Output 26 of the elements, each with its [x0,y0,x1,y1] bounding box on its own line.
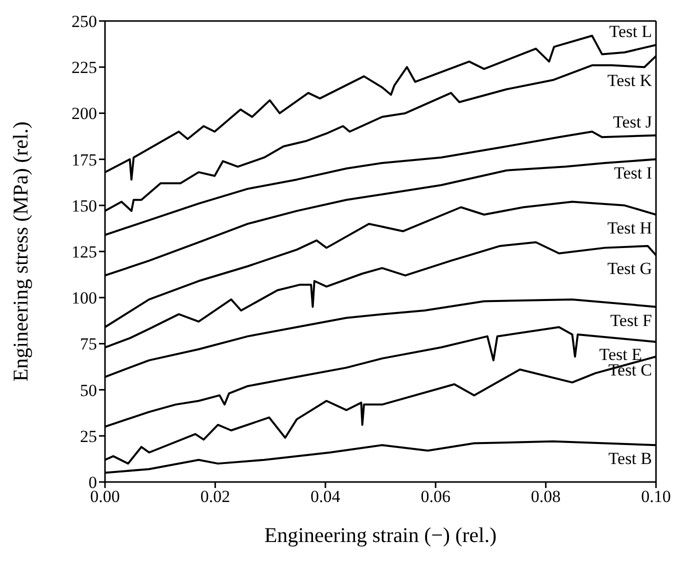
series-label: Test L [609,22,652,41]
y-tick-label: 75 [80,334,97,354]
y-tick-label: 150 [72,196,97,216]
y-tick-label: 100 [72,288,97,308]
series-label: Test F [610,310,652,330]
series-label: Test K [607,71,653,90]
x-axis-title: Engineering strain (−) (rel.) [264,523,497,547]
x-tick-label: 0.08 [530,487,561,506]
x-tick-label: 0.00 [90,487,120,506]
y-tick-label: 225 [72,58,97,78]
x-tick-label: 0.04 [310,487,341,506]
y-tick-label: 200 [72,104,97,124]
series-label: Test G [607,259,652,278]
series-label: Test J [613,112,652,132]
series-label: Test H [607,218,652,238]
y-axis-title: Engineering stress (MPa) (rel.) [8,121,32,382]
series-label: Test B [608,449,652,468]
y-tick-label: 25 [80,426,97,446]
x-tick-label: 0.06 [420,487,450,506]
series-label: Test I [614,163,652,182]
y-tick-label: 125 [72,242,97,262]
x-tick-label: 0.02 [200,487,230,506]
y-tick-label: 250 [72,12,97,32]
y-tick-label: 175 [72,150,97,170]
x-tick-label: 0.10 [641,487,671,506]
y-tick-label: 50 [80,380,97,400]
